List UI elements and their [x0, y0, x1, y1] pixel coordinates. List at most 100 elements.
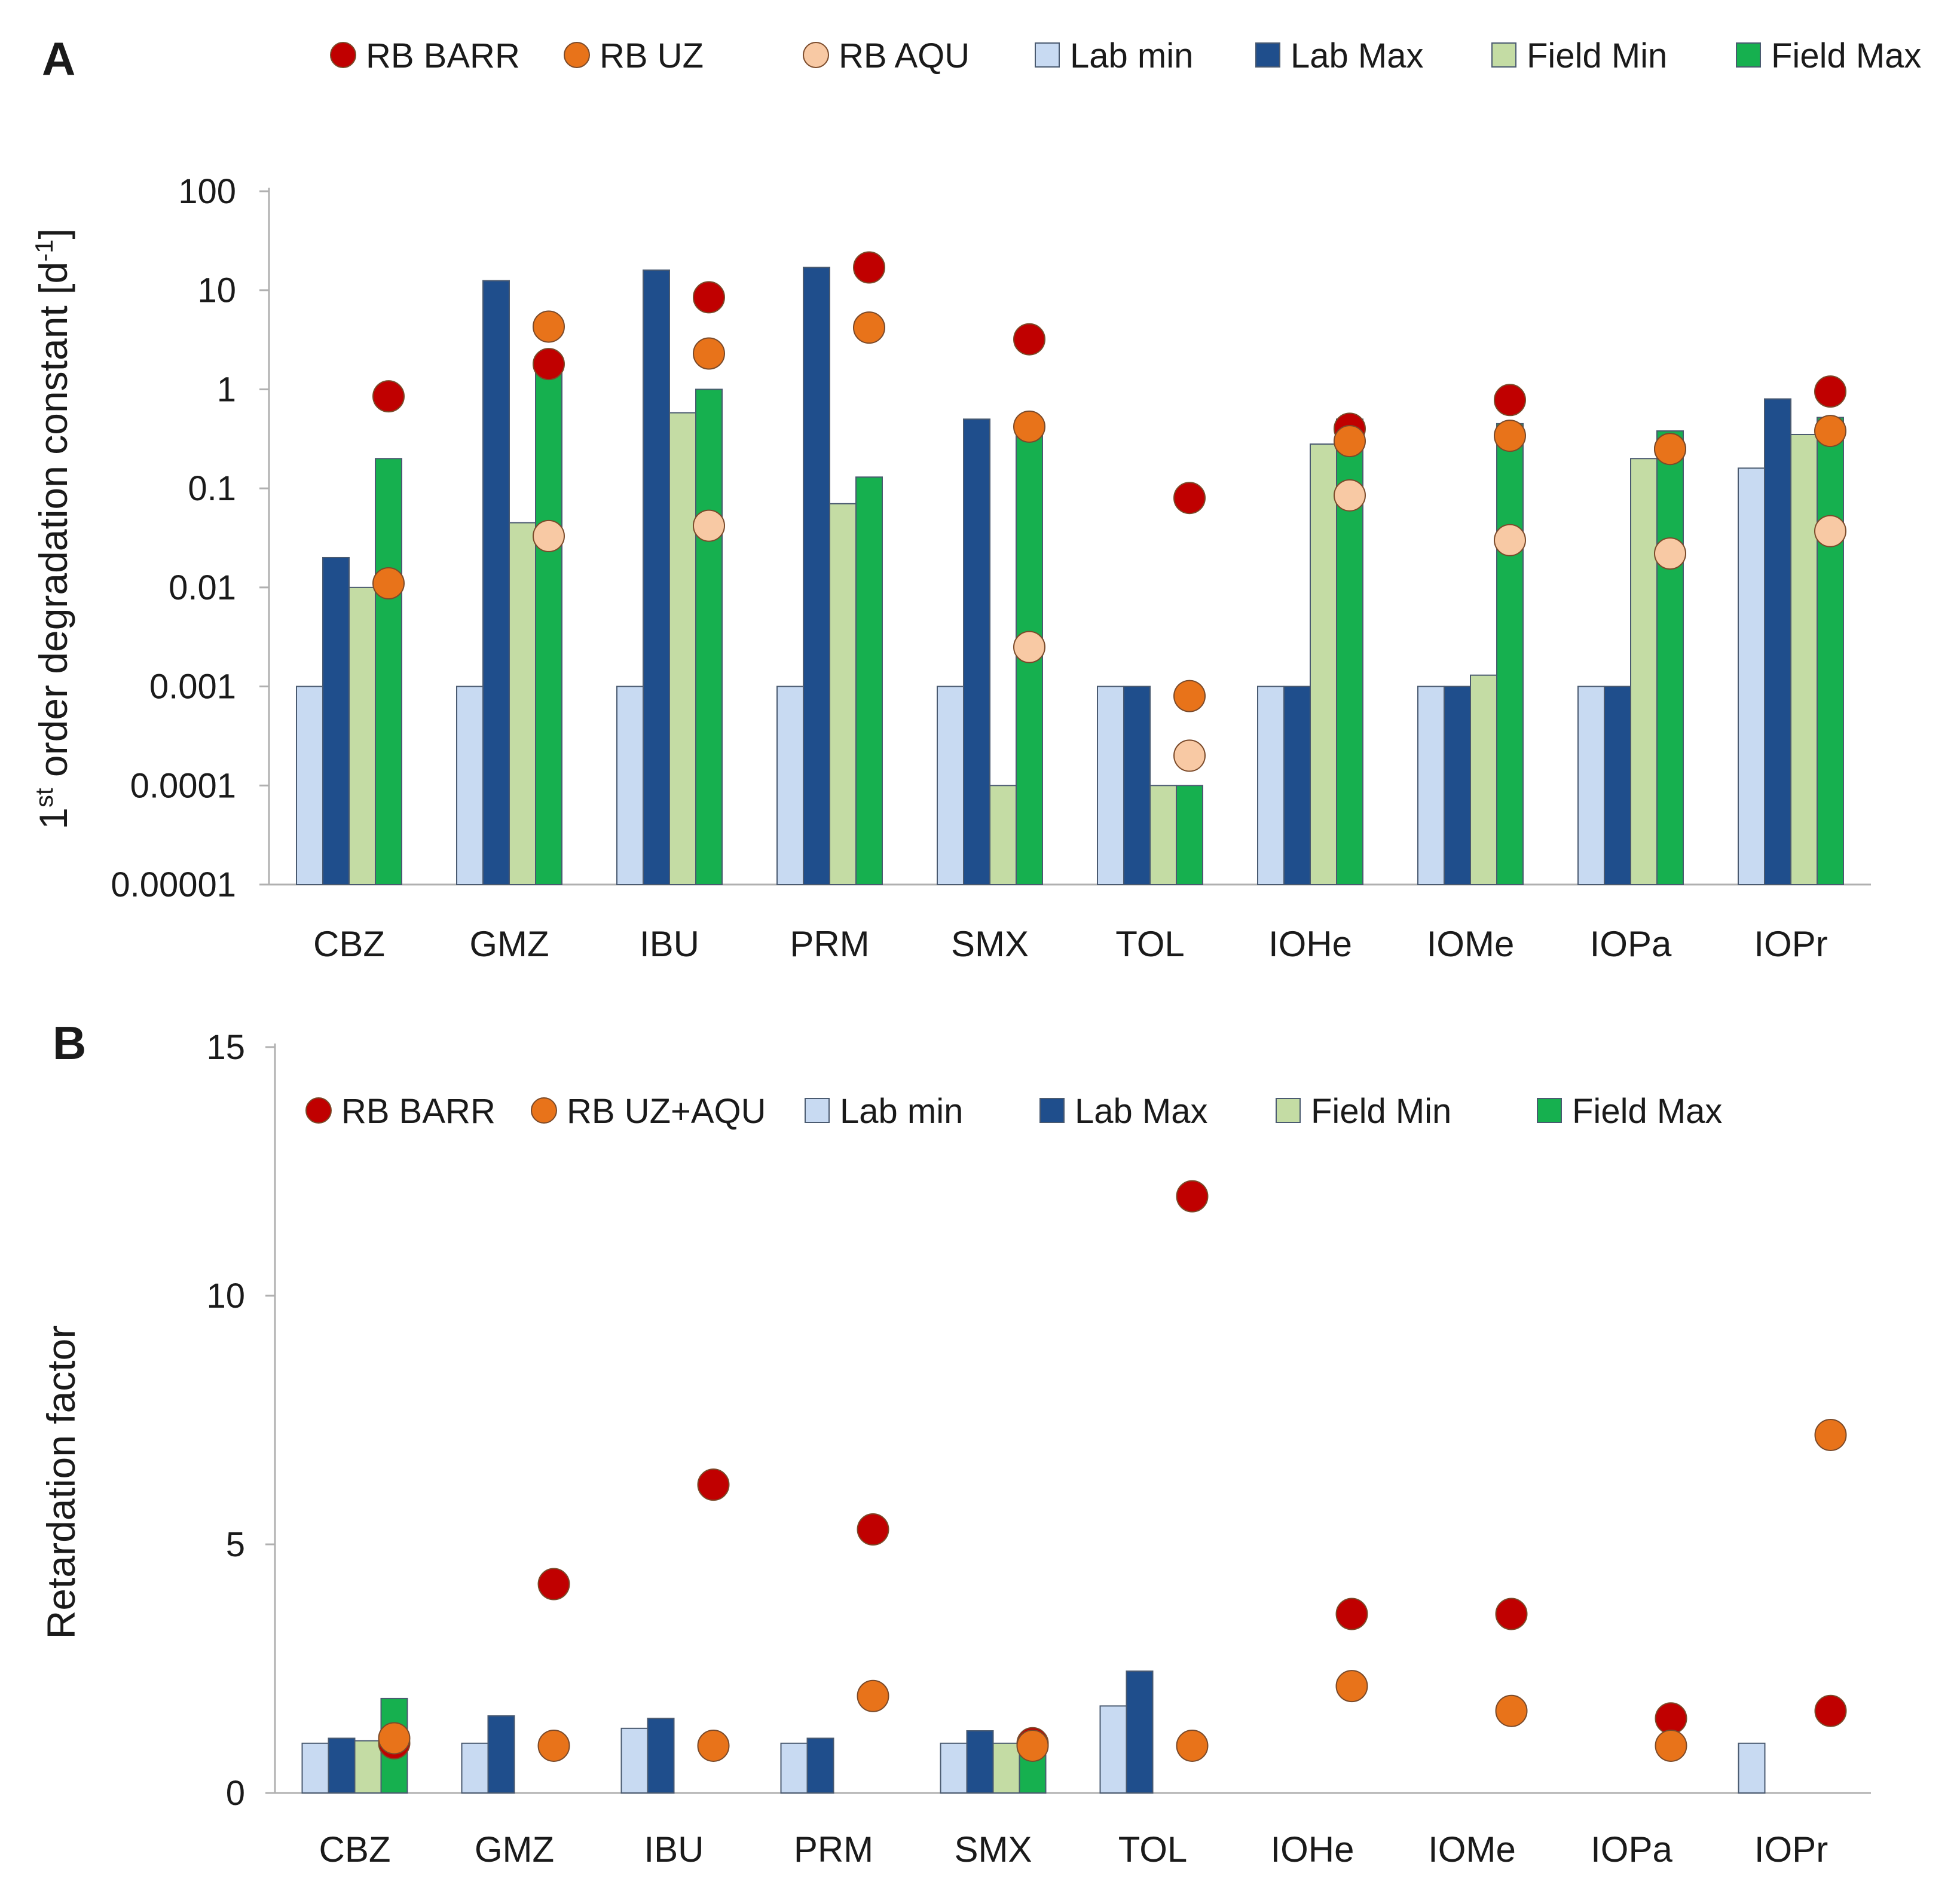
panel-b-category-label-iopa: IOPa — [1591, 1829, 1672, 1869]
panel-a-legend-marker-field-min — [1491, 42, 1516, 68]
panel-a-category-label-iome: IOMe — [1427, 924, 1515, 964]
panel-a-bar-lab-min-tol — [1097, 686, 1124, 885]
panel-a-legend-label-field-max: Field Max — [1771, 36, 1921, 75]
panel-b-category-label-prm: PRM — [794, 1829, 873, 1869]
y-axis-title-close: ] — [31, 228, 75, 239]
panel-a-y-tick-label: 0.00001 — [111, 865, 236, 904]
panel-a-point-rb-barr-gmz — [533, 348, 565, 381]
panel-a-point-rb-uz-tol — [1173, 680, 1206, 712]
panel-a-bar-lab-min-iopr — [1738, 467, 1765, 885]
panel-b-y-tick-label: 5 — [226, 1525, 245, 1564]
panel-a-bar-field-min-smx — [989, 785, 1017, 886]
panel-a-point-rb-uz-prm — [853, 311, 885, 344]
panel-a-bar-field-min-iopr — [1790, 433, 1818, 885]
panel-a-bar-field-max-tol — [1176, 785, 1203, 886]
panel-b-bar-lab-min-iopr — [1738, 1742, 1766, 1794]
panel-b-point-rb-barr-iome — [1495, 1598, 1528, 1630]
panel-b-bar-lab-min-tol — [1099, 1705, 1127, 1794]
panel-b-y-axis-title: Retardation factor — [39, 1326, 83, 1639]
panel-b-bar-lab-max-smx — [966, 1730, 994, 1794]
panel-b-legend-marker-rb-barr — [305, 1097, 332, 1124]
panel-b-bar-field-min-cbz — [354, 1740, 382, 1794]
panel-a-legend-label-rb-aqu: RB AQU — [839, 36, 970, 75]
panel-b-point-rb-uz-gmz — [537, 1729, 570, 1762]
panel-b-bar-lab-max-prm — [806, 1737, 834, 1794]
panel-a-y-axis-title: 1st order degradation constant [d-1] — [30, 228, 75, 830]
panel-a-bar-lab-min-cbz — [296, 686, 323, 885]
panel-a-point-rb-aqu-gmz — [533, 519, 565, 552]
panel-a-category-label-smx: SMX — [951, 924, 1029, 964]
panel-b-category-label-gmz: GMZ — [475, 1829, 554, 1869]
panel-a-bar-lab-max-prm — [803, 267, 830, 885]
panel-a-bar-lab-min-iohe — [1257, 686, 1285, 885]
panel-a-bar-lab-min-gmz — [456, 686, 484, 885]
panel-b-category-label-tol: TOL — [1118, 1829, 1188, 1869]
panel-b-bar-lab-min-ibu — [620, 1727, 649, 1794]
y-axis-title-unit-exponent: -1 — [30, 239, 58, 261]
panel-a-category-label-iopa: IOPa — [1590, 924, 1672, 964]
legend-b: RB BARR RB UZ+AQU Lab min Lab Max Field Min F… — [305, 1092, 1722, 1131]
panel-a-point-rb-uz-iohe — [1334, 425, 1366, 458]
panel-b-bar-lab-min-smx — [940, 1742, 968, 1794]
panel-b-legend-label-field-max: Field Max — [1572, 1092, 1722, 1131]
y-axis-title-ordinal-suffix: st — [30, 788, 58, 807]
panel-b-point-rb-uz-prm — [857, 1679, 889, 1712]
panel-a-bar-lab-max-cbz — [322, 556, 350, 885]
panel-a-bar-field-max-iopr — [1817, 417, 1844, 885]
panel-a-bar-lab-max-iome — [1444, 686, 1471, 885]
panel-a-bar-field-min-tol — [1149, 785, 1177, 886]
panel-a-legend-marker-rb-uz — [564, 42, 590, 68]
panel-b-points — [378, 1180, 1847, 1762]
panel-b-point-rb-barr-gmz — [537, 1568, 570, 1601]
panel-a-y-tick-label: 1 — [217, 370, 236, 409]
panel-b-point-rb-barr-prm — [857, 1513, 889, 1546]
panel-b-category-label-iome: IOMe — [1428, 1829, 1516, 1869]
panel-a-category-label-prm: PRM — [790, 924, 869, 964]
panel-b-point-rb-uz-cbz — [378, 1722, 411, 1755]
panel-a-point-rb-uz-iopa — [1654, 433, 1686, 466]
panel-a-label: A — [42, 32, 75, 85]
panel-a-category-label-iopr: IOPr — [1754, 924, 1827, 964]
panel-b-y-tick-label: 10 — [206, 1277, 245, 1315]
panel-a-bar-lab-max-smx — [963, 418, 990, 885]
panel-b-legend-label-lab-min: Lab min — [840, 1092, 963, 1131]
panel-b-legend-label-field-min: Field Min — [1311, 1092, 1451, 1131]
panel-a-bar-field-max-gmz — [535, 363, 562, 885]
panel-b-bar-lab-min-prm — [780, 1742, 808, 1794]
panel-b-label: B — [53, 1017, 86, 1069]
legend-a: RB BARR RB UZ RB AQU Lab min Lab Max Field Mi… — [330, 36, 1921, 75]
panel-a-bar-field-min-iome — [1470, 674, 1497, 885]
panel-a-bar-field-min-iopa — [1630, 458, 1658, 885]
panel-a-point-rb-barr-iome — [1494, 384, 1526, 417]
panel-a-point-rb-aqu-ibu — [693, 509, 725, 542]
panel-a-point-rb-aqu-tol — [1173, 739, 1206, 772]
panel-b-point-rb-barr-ibu — [697, 1468, 730, 1501]
panel-a-bar-field-min-iohe — [1310, 443, 1337, 885]
panel-b-y-tick-label: 15 — [206, 1028, 245, 1067]
panel-b-legend-label-rb-uz: RB UZ+AQU — [567, 1092, 766, 1131]
panel-a-y-tick-label: 100 — [178, 172, 236, 211]
panel-a-bar-lab-min-iopa — [1577, 686, 1605, 885]
panel-a-category-label-tol: TOL — [1115, 924, 1185, 964]
panel-b-category-label-iohe: IOHe — [1270, 1829, 1354, 1869]
panel-b-point-rb-uz-iohe — [1335, 1670, 1368, 1703]
panel-b-point-rb-uz-tol — [1176, 1729, 1209, 1762]
panel-b-category-label-smx: SMX — [954, 1829, 1032, 1869]
panel-a-point-rb-aqu-iopr — [1814, 515, 1846, 547]
panel-a-point-rb-barr-ibu — [693, 281, 725, 314]
panel-a-axes: 100 10 1 0.1 0.01 0.001 0.0001 0.00001 CBZ GMZ IBU… — [111, 172, 1871, 964]
panel-a-bar-field-max-ibu — [695, 388, 723, 885]
panel-b-bar-lab-min-gmz — [461, 1742, 489, 1794]
panel-b-point-rb-uz-iopr — [1814, 1418, 1847, 1451]
panel-a-category-label-gmz: GMZ — [469, 924, 549, 964]
panel-a-category-label-ibu: IBU — [640, 924, 699, 964]
panel-a-point-rb-aqu-iohe — [1334, 479, 1366, 512]
panel-b-legend-marker-field-max — [1537, 1098, 1562, 1123]
panel-a-legend-label-rb-uz: RB UZ — [600, 36, 704, 75]
panel-a-category-label-iohe: IOHe — [1268, 924, 1352, 964]
panel-a-point-rb-barr-prm — [853, 251, 885, 284]
panel-b-legend-label-rb-barr: RB BARR — [341, 1092, 496, 1131]
panel-b-point-rb-barr-iopr — [1814, 1694, 1847, 1727]
panel-a-point-rb-uz-iome — [1494, 420, 1526, 452]
